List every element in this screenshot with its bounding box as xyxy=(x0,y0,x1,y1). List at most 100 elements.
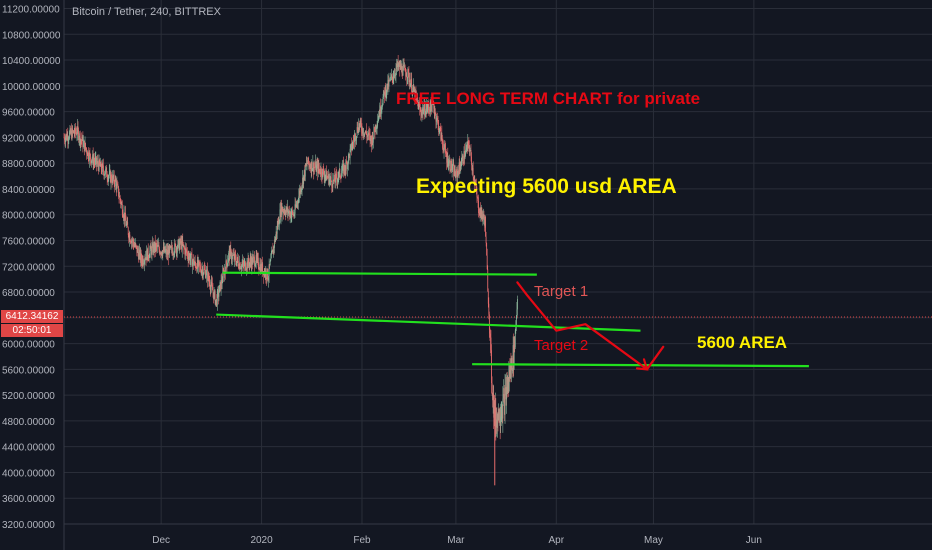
candle-body xyxy=(473,179,475,184)
candle-body xyxy=(262,263,264,274)
candle-body xyxy=(487,269,489,292)
candle-body xyxy=(371,135,373,147)
candle-body xyxy=(80,139,82,141)
y-tick-label: 3600.00000 xyxy=(2,494,55,505)
candle-body xyxy=(208,273,210,280)
y-tick-label: 9600.00000 xyxy=(2,108,55,119)
candle-body xyxy=(164,246,165,252)
y-tick-label: 5600.00000 xyxy=(2,365,55,376)
candle-body xyxy=(477,198,479,201)
candle-body xyxy=(338,168,340,172)
candle-body xyxy=(240,268,242,270)
candle-body xyxy=(175,244,177,252)
arrowhead-icon xyxy=(635,358,649,371)
candle-body xyxy=(108,175,110,177)
candle-body xyxy=(89,152,91,155)
candle-body xyxy=(349,148,351,159)
candle-body xyxy=(90,154,91,159)
candle-body xyxy=(104,173,106,175)
candle-body xyxy=(117,184,119,187)
candle-body xyxy=(140,252,142,260)
candle-body xyxy=(226,263,228,267)
candle-body xyxy=(292,212,294,216)
candle-body xyxy=(314,166,316,168)
candle-body xyxy=(269,264,271,266)
candle-body xyxy=(485,216,486,237)
candle-body xyxy=(271,249,273,253)
candle-body xyxy=(100,161,102,167)
candle-body xyxy=(299,190,301,194)
candle-body xyxy=(376,127,377,130)
candle-body xyxy=(96,163,98,164)
candle-body xyxy=(227,259,229,263)
candle-body xyxy=(232,254,234,256)
y-tick-label: 7200.00000 xyxy=(2,262,55,273)
candle-body xyxy=(355,138,357,141)
candle-body xyxy=(507,377,509,393)
candle-body xyxy=(152,243,153,247)
candle-body xyxy=(472,168,474,177)
candle-body xyxy=(420,113,422,116)
annotation-5600-area: 5600 AREA xyxy=(697,333,788,352)
candle-body xyxy=(151,248,152,255)
candle-body xyxy=(342,163,344,166)
candle-body xyxy=(251,257,253,265)
candle-body xyxy=(276,231,278,234)
candle-body xyxy=(445,148,447,154)
candle-body xyxy=(94,161,96,163)
candle-body xyxy=(94,158,96,163)
candle-body xyxy=(162,247,164,251)
candle-body xyxy=(513,345,515,365)
candle-body xyxy=(296,201,298,205)
candle-body xyxy=(121,203,123,205)
candle-body xyxy=(408,72,410,82)
candle-body xyxy=(308,163,310,165)
candle-body xyxy=(400,64,402,70)
candle-body xyxy=(464,151,465,159)
candle-body xyxy=(153,244,155,251)
candle-body xyxy=(95,156,97,159)
candle-body xyxy=(359,120,361,124)
candle-body xyxy=(456,170,457,172)
candle-body xyxy=(266,278,267,280)
candle-body xyxy=(397,60,398,68)
candle-body xyxy=(107,178,109,181)
candle-body xyxy=(92,154,94,165)
candle-body xyxy=(269,260,271,266)
candle-body xyxy=(345,162,347,171)
candle-body xyxy=(130,241,132,244)
candle-body xyxy=(233,254,234,256)
candle-body xyxy=(409,80,411,87)
candle-body xyxy=(207,273,209,281)
candle-body xyxy=(304,170,306,177)
candle-body xyxy=(253,256,254,258)
candle-body xyxy=(398,63,400,66)
candle-body xyxy=(409,80,410,82)
candle-body xyxy=(241,265,242,270)
candle-body xyxy=(493,405,495,418)
candle-body xyxy=(402,73,403,76)
candle-body xyxy=(302,177,303,186)
candle-body xyxy=(91,160,92,163)
candle-body xyxy=(110,174,112,183)
candle-body xyxy=(284,210,286,214)
candle-body xyxy=(419,109,421,111)
annotation-target-2: Target 2 xyxy=(534,337,589,354)
candle-body xyxy=(468,141,470,145)
candle-body xyxy=(72,128,74,132)
candle-body xyxy=(196,260,198,272)
candle-body xyxy=(78,138,80,141)
candle-body xyxy=(103,171,105,176)
candle-body xyxy=(213,291,215,299)
candle-body xyxy=(389,79,391,81)
y-tick-label: 5200.00000 xyxy=(2,391,55,402)
candle-body xyxy=(219,285,220,293)
candle-body xyxy=(283,210,285,213)
y-tick-label: 7600.00000 xyxy=(2,236,55,247)
candle-body xyxy=(142,263,144,264)
candle-body xyxy=(413,90,415,92)
candle-body xyxy=(156,245,158,248)
candle-body xyxy=(510,364,511,379)
